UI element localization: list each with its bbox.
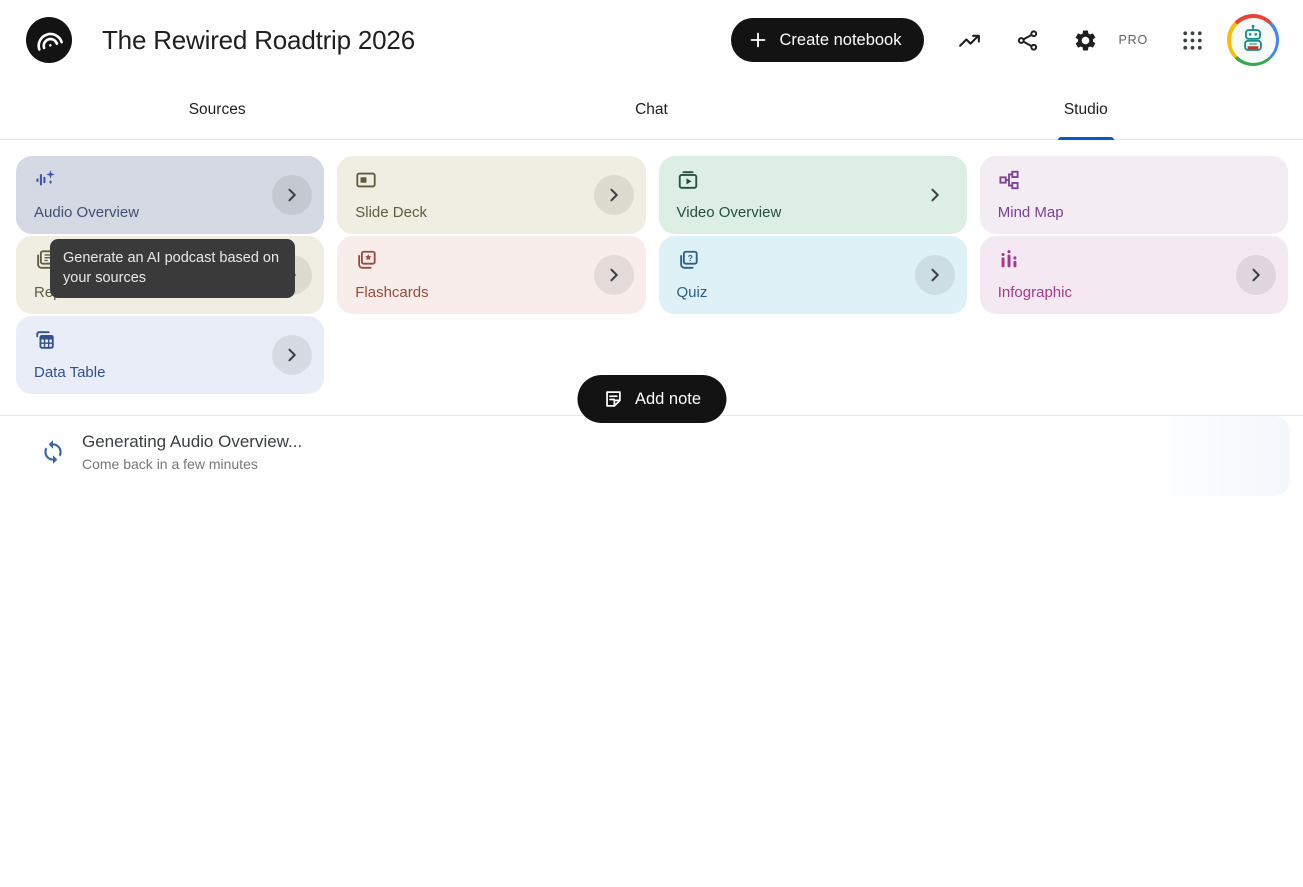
chevron-right-icon [281,344,303,366]
generating-text: Generating Audio Overview... Come back i… [82,432,302,472]
open-card-button[interactable] [272,175,313,215]
generating-title: Generating Audio Overview... [82,432,303,451]
card-label: Video Overview [676,204,782,221]
chevron-right-icon [603,184,625,206]
studio-card-mind-map[interactable]: Mind Map [979,156,1288,234]
active-tab-indicator [1057,137,1114,140]
note-icon [602,388,624,410]
loading-shimmer [1142,416,1290,496]
card-label: Mind Map [997,204,1064,221]
create-notebook-button[interactable]: Create notebook [731,18,924,62]
tab-chat[interactable]: Chat [434,80,868,139]
chevron-right-icon [281,184,303,206]
mind-map-icon [998,169,1020,191]
generating-subtitle: Come back in a few minutes [82,456,258,472]
share-button[interactable] [1015,28,1040,53]
card-label: Slide Deck [355,204,427,221]
studio-panel: Audio Overview Slide Deck Video Overview… [0,140,1303,496]
app-header: The Rewired Roadtrip 2026 Create noteboo… [0,0,1303,80]
open-card-button[interactable] [593,255,634,295]
tab-studio[interactable]: Studio [869,80,1303,140]
open-card-button[interactable] [915,175,955,215]
tab-label: Sources [188,100,246,118]
card-label: Infographic [997,284,1072,301]
studio-card-slide-deck[interactable]: Slide Deck [337,156,646,234]
generating-status-row: Generating Audio Overview... Come back i… [0,416,1303,496]
open-card-button[interactable] [1236,255,1276,295]
notebook-title[interactable]: The Rewired Roadtrip 2026 [102,24,415,55]
slide-deck-icon [355,169,377,191]
card-label: Audio Overview [34,204,140,221]
trending-up-icon [957,28,982,53]
apps-grid-icon [1180,28,1205,53]
create-notebook-label: Create notebook [779,30,902,49]
notebooklm-logo-icon [34,25,64,55]
audio-waveform-sparkle-icon [34,169,56,191]
share-icon [1015,28,1040,53]
tab-label: Studio [1063,100,1108,118]
plus-icon [747,29,769,51]
card-label: Quiz [676,284,708,301]
infographic-icon [998,249,1020,271]
open-card-button[interactable] [914,255,955,295]
card-label: Data Table [34,364,106,381]
robot-avatar-icon [1236,23,1270,57]
flashcards-icon [355,249,377,271]
notebooklm-logo[interactable] [26,17,72,63]
studio-card-infographic[interactable]: Infographic [979,236,1288,314]
sync-icon [40,439,66,465]
tab-bar: Sources Chat Studio [0,80,1303,140]
header-actions: Create notebook PRO [731,14,1279,66]
open-card-button[interactable] [272,335,313,375]
settings-gear-icon [1073,28,1098,53]
chevron-right-icon [924,264,946,286]
card-label: Flashcards [355,284,429,301]
audio-overview-tooltip: Generate an AI podcast based on your sou… [50,239,295,298]
studio-card-flashcards[interactable]: Flashcards [337,236,646,314]
studio-card-audio-overview[interactable]: Audio Overview [16,156,325,234]
add-note-button[interactable]: Add note [576,375,727,423]
add-note-label: Add note [634,389,702,408]
account-avatar[interactable] [1227,14,1279,66]
quiz-icon [677,249,699,271]
open-card-button[interactable] [593,175,634,215]
settings-button[interactable] [1073,28,1098,53]
studio-card-video-overview[interactable]: Video Overview [658,156,967,234]
avatar-image [1230,17,1276,63]
studio-card-quiz[interactable]: Quiz [658,236,967,314]
video-overview-icon [677,169,699,191]
tab-sources[interactable]: Sources [0,80,434,139]
tab-label: Chat [635,100,668,118]
data-table-icon [34,329,56,351]
chevron-right-icon [603,264,625,286]
pro-badge: PRO [1118,33,1148,47]
chevron-right-icon [924,184,946,206]
google-apps-button[interactable] [1180,28,1205,53]
chevron-right-icon [1245,264,1267,286]
studio-card-data-table[interactable]: Data Table [16,316,325,394]
analytics-button[interactable] [957,28,982,53]
